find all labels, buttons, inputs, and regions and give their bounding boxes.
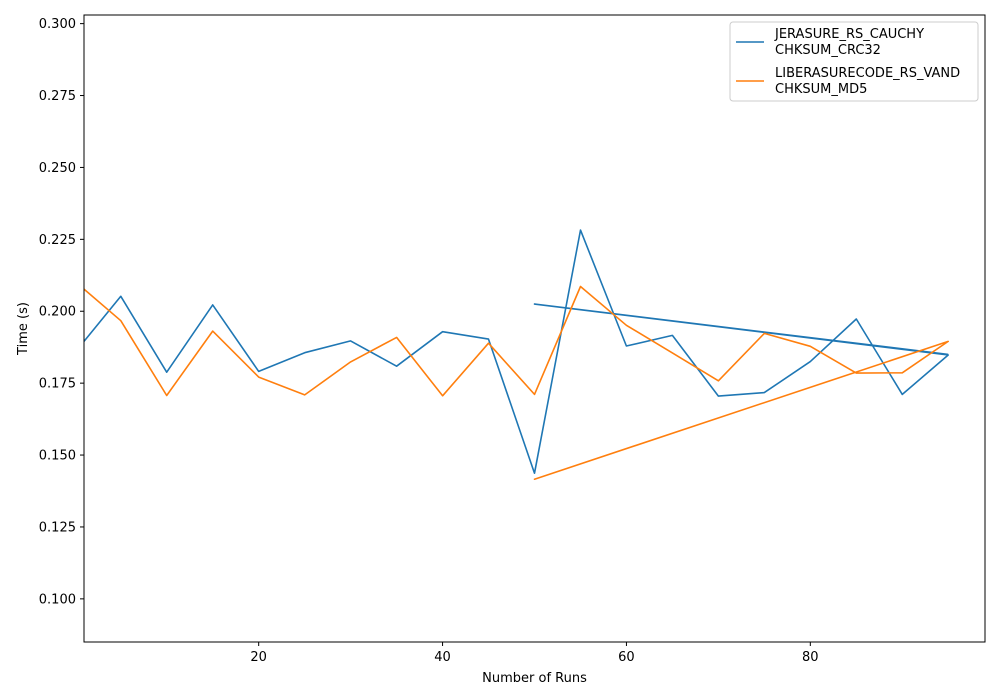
plot-area <box>84 15 985 642</box>
y-tick-label: 0.175 <box>39 377 76 392</box>
y-tick-label: 0.300 <box>39 17 76 32</box>
series-line-2 <box>83 285 950 481</box>
y-tick-label: 0.250 <box>39 161 76 176</box>
series-layer <box>83 229 950 481</box>
y-tick-label: 0.100 <box>39 592 76 607</box>
legend-box <box>729 21 979 102</box>
y-tick-label: 0.200 <box>39 305 76 320</box>
x-tick-label: 80 <box>802 650 819 665</box>
y-tick-label: 0.150 <box>39 449 76 464</box>
x-axis: 20 40 60 80 <box>250 642 819 665</box>
legend-label-1: CHKSUM_CRC32 <box>775 43 881 58</box>
y-axis-title: Time (s) <box>16 302 31 356</box>
y-tick-label: 0.275 <box>39 89 76 104</box>
x-axis-title: Number of Runs <box>482 671 587 686</box>
x-tick-label: 20 <box>250 650 267 665</box>
series-line-1 <box>83 229 950 475</box>
y-tick-label: 0.125 <box>39 520 76 535</box>
y-tick-label: 0.225 <box>39 233 76 248</box>
plot-frame <box>83 14 986 643</box>
legend-label-2: CHKSUM_MD5 <box>775 82 867 97</box>
legend-label-1: JERASURE_RS_CAUCHY <box>774 27 924 42</box>
y-axis: 0.100 0.125 0.150 0.175 0.200 0.225 0.250 0.275… <box>39 17 84 607</box>
x-tick-label: 40 <box>434 650 451 665</box>
legend-label-2: LIBERASURECODE_RS_VAND <box>775 66 960 81</box>
x-tick-label: 60 <box>618 650 635 665</box>
